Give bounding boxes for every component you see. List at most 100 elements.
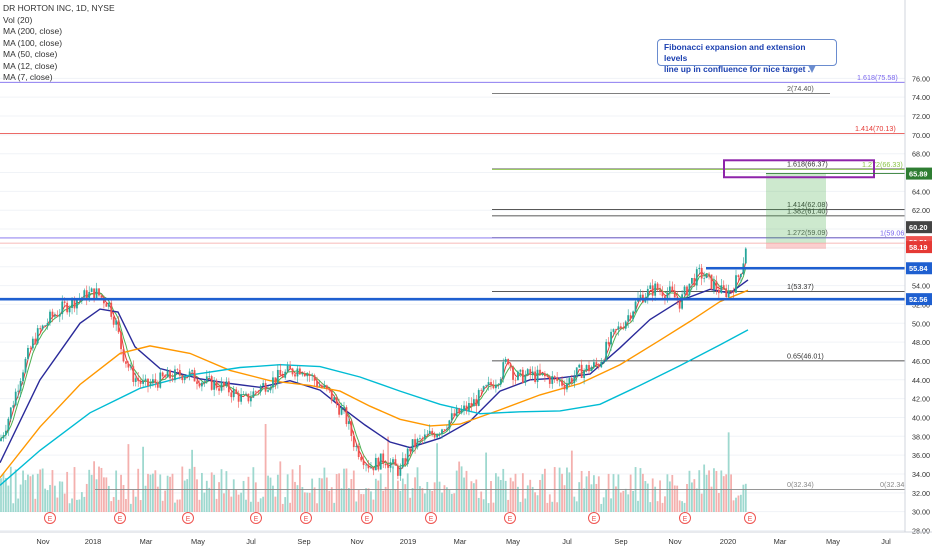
volume-bar bbox=[627, 494, 630, 512]
legend-vol[interactable]: Vol (20) bbox=[3, 14, 33, 25]
volume-bar bbox=[115, 470, 118, 512]
legend-title[interactable]: DR HORTON INC, 1D, NYSE bbox=[3, 3, 115, 13]
volume-bar bbox=[563, 485, 566, 512]
volume-bar bbox=[725, 474, 728, 512]
volume-bar bbox=[531, 486, 534, 512]
candle-body bbox=[468, 403, 470, 411]
volume-bar bbox=[490, 481, 492, 512]
volume-bar bbox=[561, 473, 563, 512]
legend-ma200[interactable]: MA (200, close) bbox=[3, 26, 63, 36]
volume-bar bbox=[399, 490, 402, 512]
volume-bar bbox=[715, 470, 718, 512]
price-badge bbox=[906, 241, 932, 254]
volume-bar bbox=[519, 501, 522, 512]
earnings-label: E bbox=[365, 516, 370, 523]
candle-body bbox=[703, 278, 706, 279]
candle-body bbox=[362, 460, 365, 466]
candle-body bbox=[583, 370, 585, 379]
volume-bar bbox=[357, 489, 360, 512]
legend-ma100[interactable]: MA (100, close) bbox=[3, 37, 63, 48]
candle-body bbox=[374, 457, 377, 471]
time-tick-label: Mar bbox=[774, 537, 787, 546]
volume-bar bbox=[291, 469, 294, 512]
volume-bar bbox=[325, 477, 328, 512]
volume-bar bbox=[526, 485, 529, 512]
candle-body bbox=[632, 311, 634, 319]
legend-ma50[interactable]: MA (50, close) bbox=[3, 49, 58, 59]
earnings-label: E bbox=[683, 516, 688, 523]
volume-bar bbox=[306, 492, 309, 512]
earnings-label: E bbox=[592, 516, 597, 523]
volume-bar bbox=[673, 485, 676, 512]
volume-bar bbox=[63, 493, 66, 512]
candle-body bbox=[372, 467, 375, 471]
candle-body bbox=[441, 429, 443, 435]
candle-body bbox=[176, 369, 179, 371]
volume-bar bbox=[583, 488, 585, 512]
candle-body bbox=[686, 286, 688, 296]
volume-bar bbox=[507, 499, 510, 512]
candle-body bbox=[536, 369, 539, 382]
candle-body bbox=[455, 408, 458, 417]
moving-average-line bbox=[0, 261, 747, 471]
volume-bar bbox=[355, 501, 358, 512]
candle-body bbox=[423, 434, 426, 439]
volume-bar bbox=[93, 461, 95, 512]
candle-body bbox=[171, 378, 174, 381]
volume-bar bbox=[264, 424, 267, 512]
earnings-marker bbox=[588, 512, 600, 524]
candle-body bbox=[220, 381, 223, 391]
time-tick-label: Mar bbox=[140, 537, 153, 546]
callout-line-1: Fibonacci expansion and extension levels bbox=[664, 42, 806, 63]
candle-body bbox=[29, 347, 32, 349]
volume-bar bbox=[88, 469, 91, 512]
earnings-label: E bbox=[48, 516, 53, 523]
candle-body bbox=[112, 316, 115, 325]
legend-ma12[interactable]: MA (12, close) bbox=[3, 60, 58, 71]
volume-bar bbox=[693, 479, 696, 512]
candle-body bbox=[321, 385, 323, 388]
moving-average-line bbox=[0, 289, 749, 479]
volume-bar bbox=[198, 499, 201, 512]
candle-body bbox=[333, 397, 336, 401]
volume-bar bbox=[56, 497, 59, 512]
volume-bar bbox=[225, 471, 228, 512]
candle-body bbox=[708, 273, 710, 275]
volume-bar bbox=[137, 468, 140, 512]
candle-body bbox=[196, 381, 198, 384]
volume-bar bbox=[240, 492, 242, 512]
volume-bar bbox=[208, 487, 211, 512]
volume-bar bbox=[695, 488, 698, 512]
volume-bar bbox=[58, 481, 61, 512]
candle-body bbox=[235, 389, 238, 394]
fib-level-label: 1.414(62.08) bbox=[787, 200, 828, 209]
volume-bar bbox=[450, 493, 453, 512]
volume-bar bbox=[122, 485, 125, 512]
candle-body bbox=[377, 457, 380, 470]
candle-body bbox=[590, 367, 593, 372]
volume-bar bbox=[286, 474, 289, 512]
candle-body bbox=[431, 430, 434, 435]
volume-bar bbox=[269, 477, 272, 512]
volume-bar bbox=[66, 471, 69, 512]
candle-body bbox=[262, 383, 265, 386]
candle-body bbox=[44, 325, 46, 327]
annotation-callout[interactable]: Fibonacci expansion and extension levels… bbox=[657, 39, 837, 74]
candle-body bbox=[159, 372, 162, 388]
volume-bar bbox=[34, 498, 37, 512]
time-tick-label: Nov bbox=[36, 537, 49, 546]
volume-bar bbox=[468, 489, 470, 512]
legend-ma7[interactable]: MA (7, close) bbox=[3, 72, 53, 82]
volume-bar bbox=[348, 488, 350, 512]
candle-body bbox=[548, 376, 551, 384]
volume-bar bbox=[276, 474, 279, 512]
candle-body bbox=[230, 392, 233, 398]
volume-bar bbox=[183, 480, 186, 512]
candle-body bbox=[132, 366, 135, 382]
volume-bar bbox=[678, 500, 681, 512]
volume-bar bbox=[39, 469, 42, 512]
candle-body bbox=[328, 388, 331, 391]
volume-bar bbox=[387, 436, 389, 512]
candle-body bbox=[223, 381, 225, 386]
